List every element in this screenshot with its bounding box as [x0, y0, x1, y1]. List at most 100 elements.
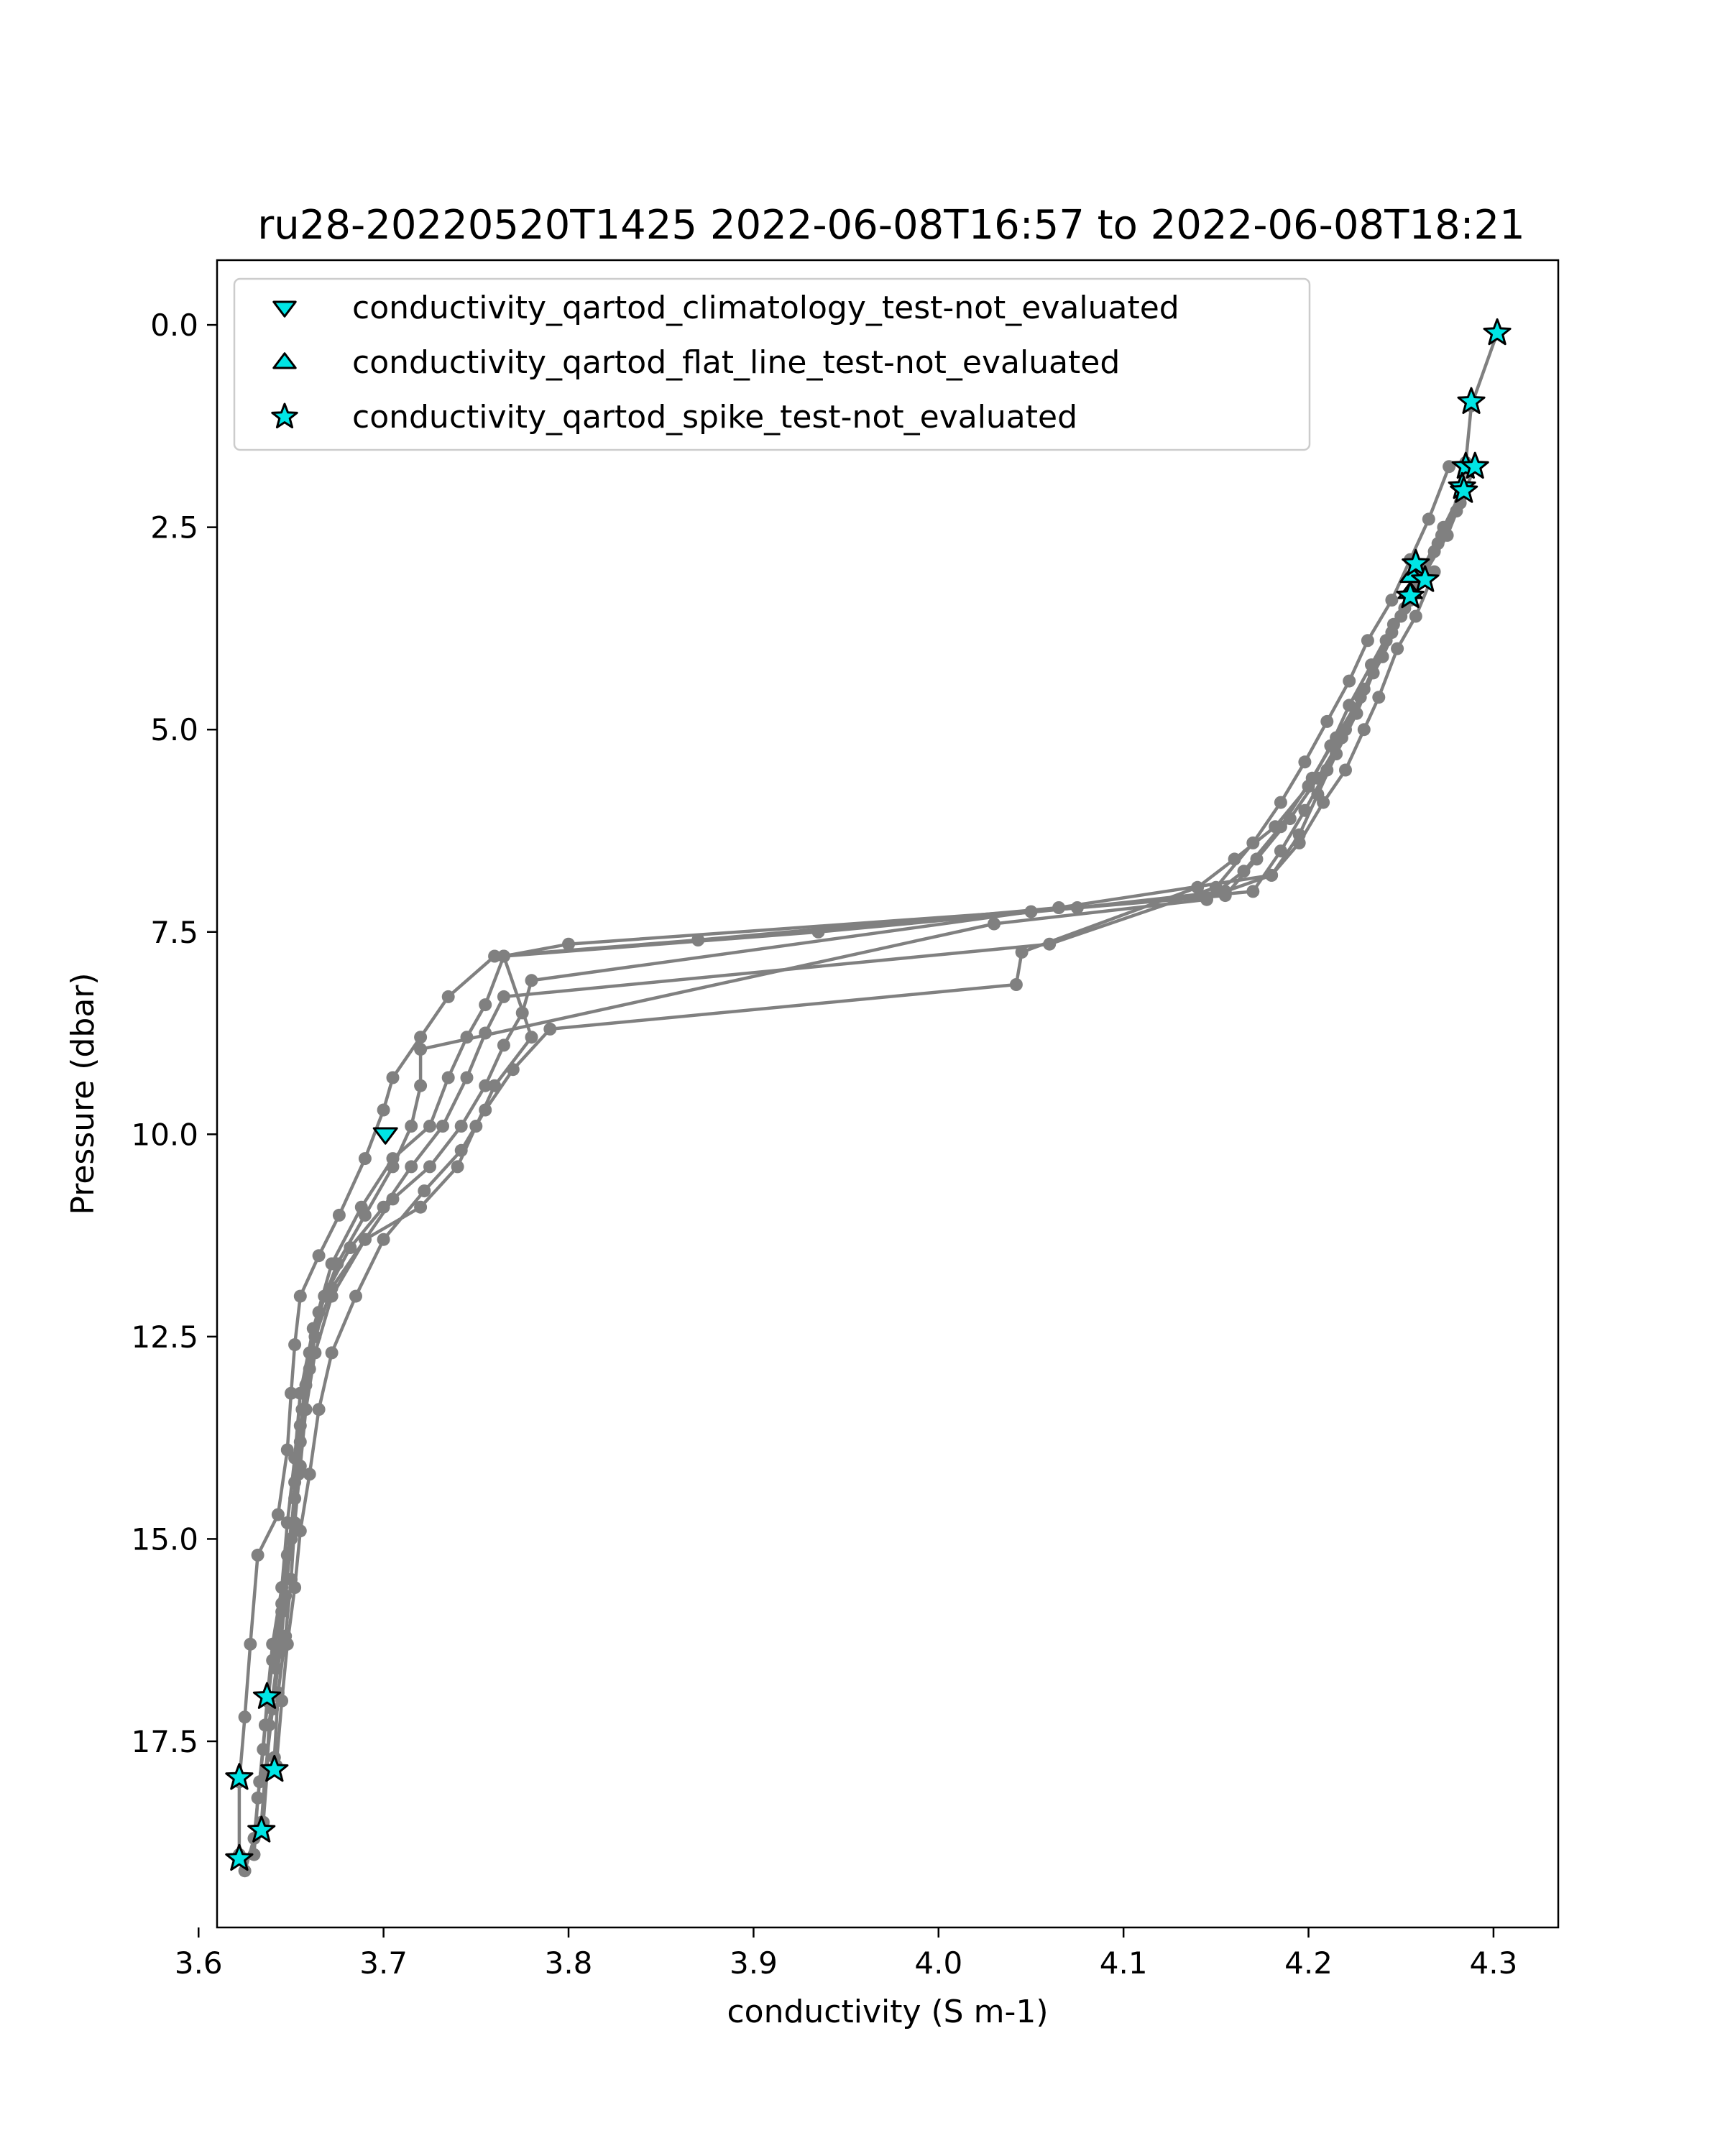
- profile-line-6: [243, 534, 1443, 1871]
- x-tick-label: 3.6: [175, 1945, 223, 1981]
- star-marker: [1411, 565, 1440, 592]
- profile-point: [1361, 634, 1374, 648]
- profile-point: [488, 949, 502, 963]
- triangle-down-marker: [372, 1127, 398, 1145]
- profile-point: [377, 1233, 390, 1246]
- star-marker: [225, 1843, 254, 1871]
- profile-point: [288, 1492, 302, 1506]
- profile-point: [436, 1120, 449, 1133]
- x-tick-label: 4.3: [1470, 1945, 1518, 1981]
- profile-point: [460, 1071, 474, 1084]
- profile-point: [312, 1249, 326, 1263]
- profile-point: [1246, 885, 1260, 898]
- legend-entry-label: conductivity_qartod_spike_test-not_evalu…: [352, 399, 1077, 436]
- star-marker: [1457, 387, 1486, 414]
- profile-point: [293, 1435, 307, 1449]
- y-tick-label: 7.5: [150, 915, 198, 950]
- profile-point: [285, 1386, 298, 1400]
- star-marker: [1402, 548, 1430, 576]
- star-marker: [252, 1682, 282, 1709]
- profile-point: [386, 1160, 400, 1174]
- y-tick-label: 0.0: [150, 308, 198, 343]
- profile-point: [423, 1120, 436, 1133]
- profile-point: [1246, 836, 1260, 849]
- star-marker: [260, 1754, 289, 1782]
- profile-point: [299, 1378, 313, 1392]
- profile-point: [988, 917, 1000, 931]
- profile-point: [358, 1208, 372, 1222]
- star-marker: [247, 1815, 276, 1843]
- profile-point: [1391, 642, 1404, 655]
- profile-point: [1292, 836, 1306, 849]
- profile-point: [1009, 978, 1023, 991]
- profile-point: [262, 1718, 276, 1732]
- profile-point: [543, 1022, 557, 1036]
- profile-point: [405, 1160, 418, 1174]
- profile-point: [405, 1120, 418, 1133]
- profile-point: [1015, 945, 1029, 959]
- profile-point: [1339, 763, 1352, 777]
- profile-point: [331, 1257, 344, 1271]
- y-tick-label: 5.0: [150, 712, 198, 747]
- x-tick-label: 3.9: [730, 1945, 778, 1981]
- profile-point: [414, 1043, 428, 1056]
- profile-point: [1250, 852, 1264, 866]
- legend-triangle-up-marker: [272, 352, 297, 369]
- profile-point: [275, 1605, 289, 1618]
- profile-point: [1298, 803, 1312, 817]
- profile-point: [280, 1548, 294, 1562]
- profile-point: [1317, 796, 1330, 809]
- legend-triangle-down-marker: [272, 300, 297, 318]
- profile-point: [358, 1233, 372, 1246]
- profile-point: [293, 1524, 307, 1538]
- profile-point: [288, 1338, 302, 1352]
- profile-point: [308, 1330, 322, 1343]
- profile-point: [270, 1662, 283, 1675]
- legend-entry-label: conductivity_qartod_flat_line_test-not_e…: [352, 344, 1120, 381]
- profile-point: [1200, 893, 1213, 906]
- legend: conductivity_qartod_climatology_test-not…: [233, 277, 1311, 451]
- profile-point: [423, 1160, 436, 1174]
- star-marker: [225, 1763, 254, 1790]
- x-tick-label: 3.7: [359, 1945, 408, 1981]
- y-tick-label: 17.5: [131, 1724, 198, 1759]
- legend-entry-label: conductivity_qartod_climatology_test-not…: [352, 290, 1179, 326]
- star-marker: [1396, 581, 1425, 609]
- profile-point: [244, 1637, 257, 1651]
- profile-point: [441, 1071, 455, 1084]
- profile-point: [325, 1281, 339, 1295]
- profile-point: [358, 1152, 372, 1166]
- profile-point: [497, 949, 510, 963]
- profile-point: [1043, 937, 1057, 951]
- profile-point: [479, 1079, 492, 1092]
- profile-point: [525, 1031, 538, 1044]
- profile-point: [312, 1403, 326, 1416]
- profile-point: [251, 1548, 264, 1562]
- profile-point: [414, 1200, 428, 1214]
- x-tick-label: 3.8: [545, 1945, 593, 1981]
- x-tick-label: 4.2: [1284, 1945, 1333, 1981]
- profile-point: [1330, 731, 1343, 745]
- profile-point: [1422, 512, 1435, 526]
- profile-point: [418, 1184, 431, 1198]
- profile-point: [1305, 771, 1319, 785]
- profile-point: [1298, 755, 1312, 769]
- star-marker: [1483, 318, 1512, 346]
- profile-point: [488, 1079, 502, 1092]
- plot-frame: [216, 259, 1560, 1929]
- profile-point: [238, 1864, 252, 1878]
- profile-point: [377, 1103, 390, 1117]
- profile-point: [1357, 723, 1371, 737]
- profile-point: [303, 1468, 316, 1481]
- profile-point: [414, 1031, 428, 1044]
- profile-point: [454, 1120, 468, 1133]
- profile-point: [414, 1079, 428, 1092]
- profile-point: [1191, 880, 1205, 894]
- flag-markers: [225, 318, 1512, 1871]
- star-marker: [1460, 451, 1489, 479]
- profile-point: [377, 1200, 390, 1214]
- profile-point: [1394, 609, 1408, 623]
- profile-point: [1435, 528, 1448, 542]
- profile-lines: [232, 326, 1504, 1878]
- profile-point: [386, 1071, 400, 1084]
